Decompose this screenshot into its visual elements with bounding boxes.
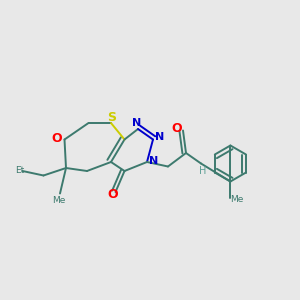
Text: O: O bbox=[52, 131, 62, 145]
Text: O: O bbox=[172, 122, 182, 135]
Text: N: N bbox=[132, 118, 141, 128]
Text: S: S bbox=[107, 111, 116, 124]
Text: Et: Et bbox=[16, 166, 25, 175]
Text: Me: Me bbox=[230, 195, 243, 204]
Text: H: H bbox=[199, 166, 206, 176]
Text: Me: Me bbox=[52, 196, 65, 205]
Text: N: N bbox=[155, 131, 164, 142]
Text: N: N bbox=[149, 156, 158, 167]
Text: O: O bbox=[108, 188, 118, 202]
